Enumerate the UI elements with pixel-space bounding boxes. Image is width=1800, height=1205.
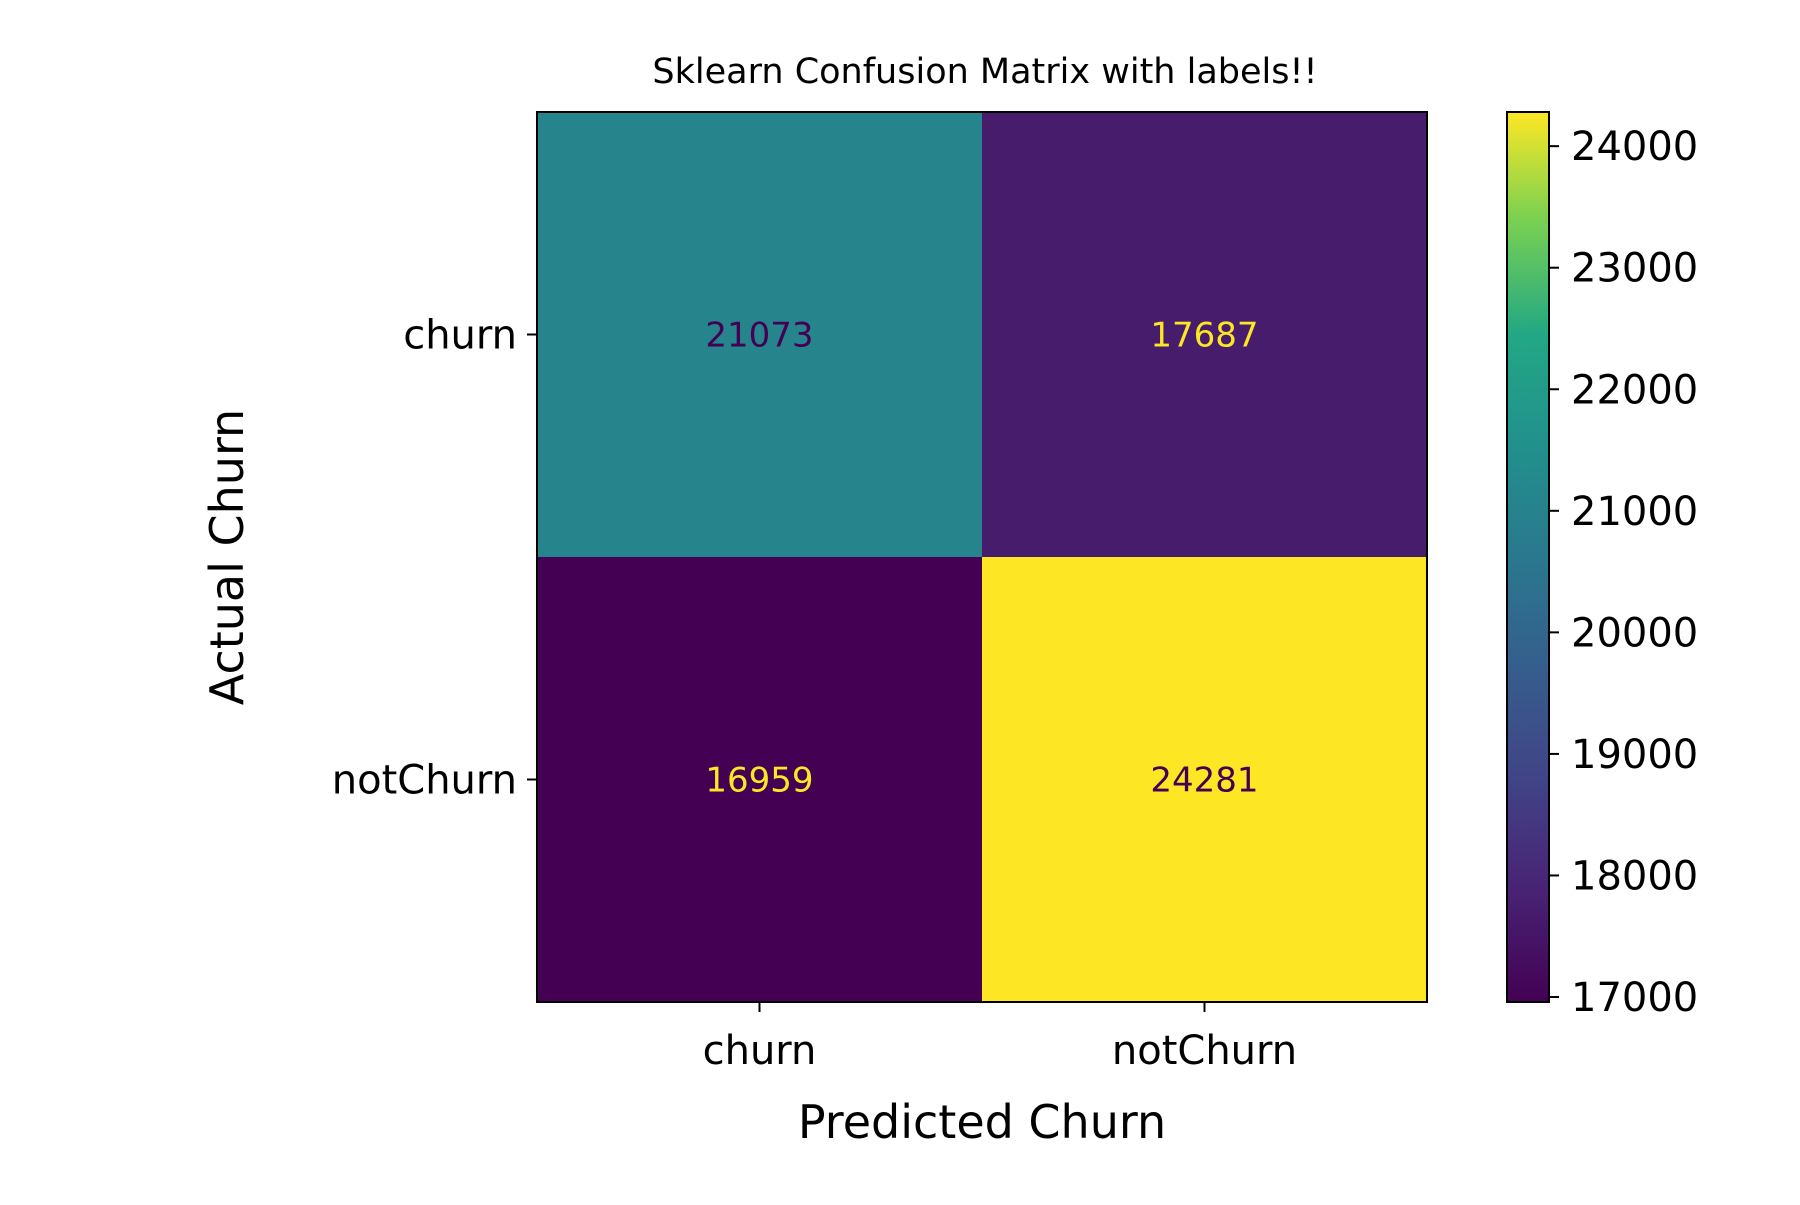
y-axis-label: Actual Churn [200,409,254,705]
colorbar-tick-label: 19000 [1571,732,1698,778]
matrix-cell [982,112,1427,557]
colorbar-gradient [1507,112,1549,1002]
colorbar-tick-label: 22000 [1571,367,1698,413]
colorbar-frame [1506,111,1550,1003]
colorbar: 17000 18000 19000 20000 21000 22000 23000 24000 [1506,111,1698,1021]
cell-value-label: 21073 [705,316,813,356]
plot-frame [536,111,1428,1003]
x-tick-label: notChurn [1112,1028,1297,1074]
chart-title: Sklearn Confusion Matrix with labels!! [652,52,1317,92]
y-tick-label: notChurn [332,758,517,804]
x-axis-ticks: churn notChurn [703,1002,1297,1074]
matrix-cell [537,112,982,557]
y-tick-label: churn [403,313,517,359]
colorbar-ticks: 17000 18000 19000 20000 21000 22000 23000 24000 [1549,124,1698,1021]
colorbar-tick-label: 23000 [1571,246,1698,292]
x-tick-label: churn [703,1028,817,1074]
matrix-cell [537,557,982,1002]
colorbar-tick-label: 20000 [1571,610,1698,656]
cell-value-label: 24281 [1150,761,1258,801]
matrix-cells: 21073 17687 16959 24281 [537,112,1427,1002]
matrix-cell [982,557,1427,1002]
colorbar-tick-label: 18000 [1571,853,1698,899]
y-axis-ticks: churn notChurn [332,313,537,804]
x-axis-label: Predicted Churn [798,1095,1166,1149]
colorbar-tick-label: 24000 [1571,124,1698,170]
colorbar-tick-label: 17000 [1571,975,1698,1021]
colorbar-tick-label: 21000 [1571,489,1698,535]
cell-value-label: 16959 [705,761,813,801]
cell-value-label: 17687 [1150,316,1258,356]
